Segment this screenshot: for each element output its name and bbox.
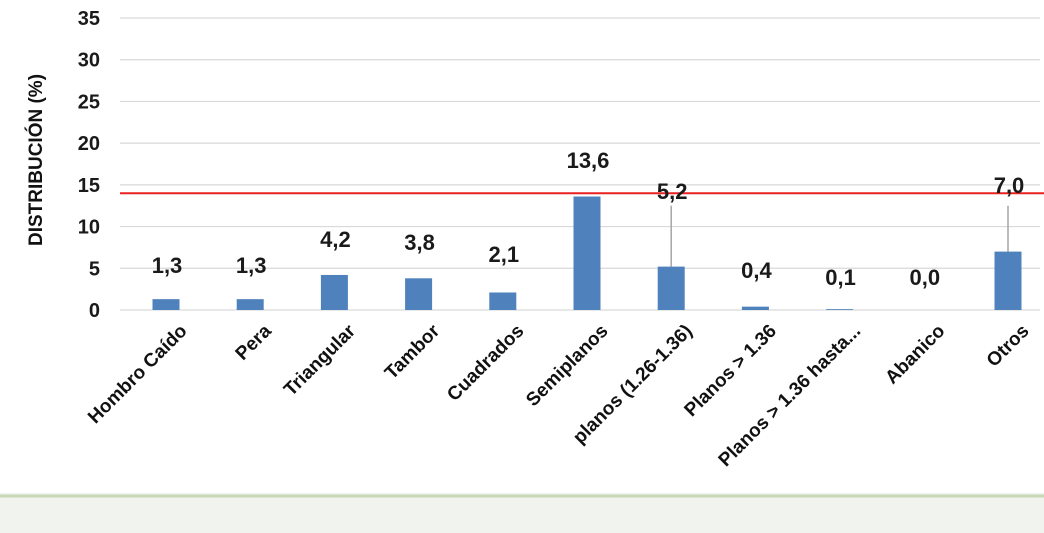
- bar-1: [236, 299, 264, 310]
- data-label: 3,8: [404, 230, 435, 255]
- bar-7: [741, 306, 769, 310]
- data-label: 1,3: [236, 253, 267, 278]
- footer-banner: [0, 493, 1044, 533]
- bar-8: [826, 309, 854, 310]
- y-tick-label: 30: [78, 50, 100, 72]
- error-bars: [670, 205, 1009, 267]
- x-category-label: Triangular: [280, 320, 360, 400]
- bar-3: [405, 278, 433, 310]
- y-tick-label: 0: [89, 300, 100, 322]
- data-label: 0,0: [910, 265, 941, 290]
- x-category-label: Abanico: [881, 321, 949, 389]
- y-tick-label: 25: [78, 91, 100, 113]
- y-tick-label: 10: [78, 217, 100, 239]
- bar-10: [994, 251, 1022, 310]
- bar-5: [573, 196, 601, 310]
- bar-0: [152, 299, 180, 310]
- x-category-label: Tambor: [381, 320, 445, 384]
- y-tick-labels: 0 5 10 15 20 25 30 35: [78, 8, 100, 322]
- x-category-label: Otros: [983, 321, 1034, 372]
- x-category-label: Hombro Caído: [84, 321, 191, 428]
- data-label: 2,1: [489, 242, 520, 267]
- data-label: 0,1: [825, 265, 856, 290]
- y-tick-label: 20: [78, 133, 100, 155]
- x-category-label: Cuadrados: [443, 321, 528, 406]
- bars: [152, 196, 1022, 310]
- data-label: 5,2: [657, 179, 688, 204]
- x-category-label: Planos > 1.36 hasta...: [715, 321, 865, 471]
- data-label: 4,2: [320, 227, 351, 252]
- y-axis-title: DISTRIBUCIÓN (%): [25, 74, 47, 246]
- x-category-labels: Hombro Caído Pera Triangular Tambor Cuadrado…: [84, 320, 1033, 471]
- y-tick-label: 15: [78, 175, 100, 197]
- footer-strip: [0, 493, 1044, 533]
- y-tick-label: 5: [89, 258, 100, 280]
- data-labels: 1,3 1,3 4,2 3,8 2,1 13,6 5,2 0,4 0,1 0,0 7,0: [152, 148, 1025, 290]
- x-category-label: Pera: [232, 320, 276, 364]
- bar-6: [657, 266, 685, 310]
- bar-2: [320, 274, 348, 310]
- data-label: 13,6: [567, 148, 610, 173]
- y-tick-label: 35: [78, 8, 100, 30]
- bar-4: [489, 292, 517, 310]
- x-category-label: Semiplanos: [522, 321, 612, 411]
- data-label: 7,0: [994, 173, 1025, 198]
- data-label: 0,4: [741, 258, 772, 283]
- data-label: 1,3: [152, 253, 183, 278]
